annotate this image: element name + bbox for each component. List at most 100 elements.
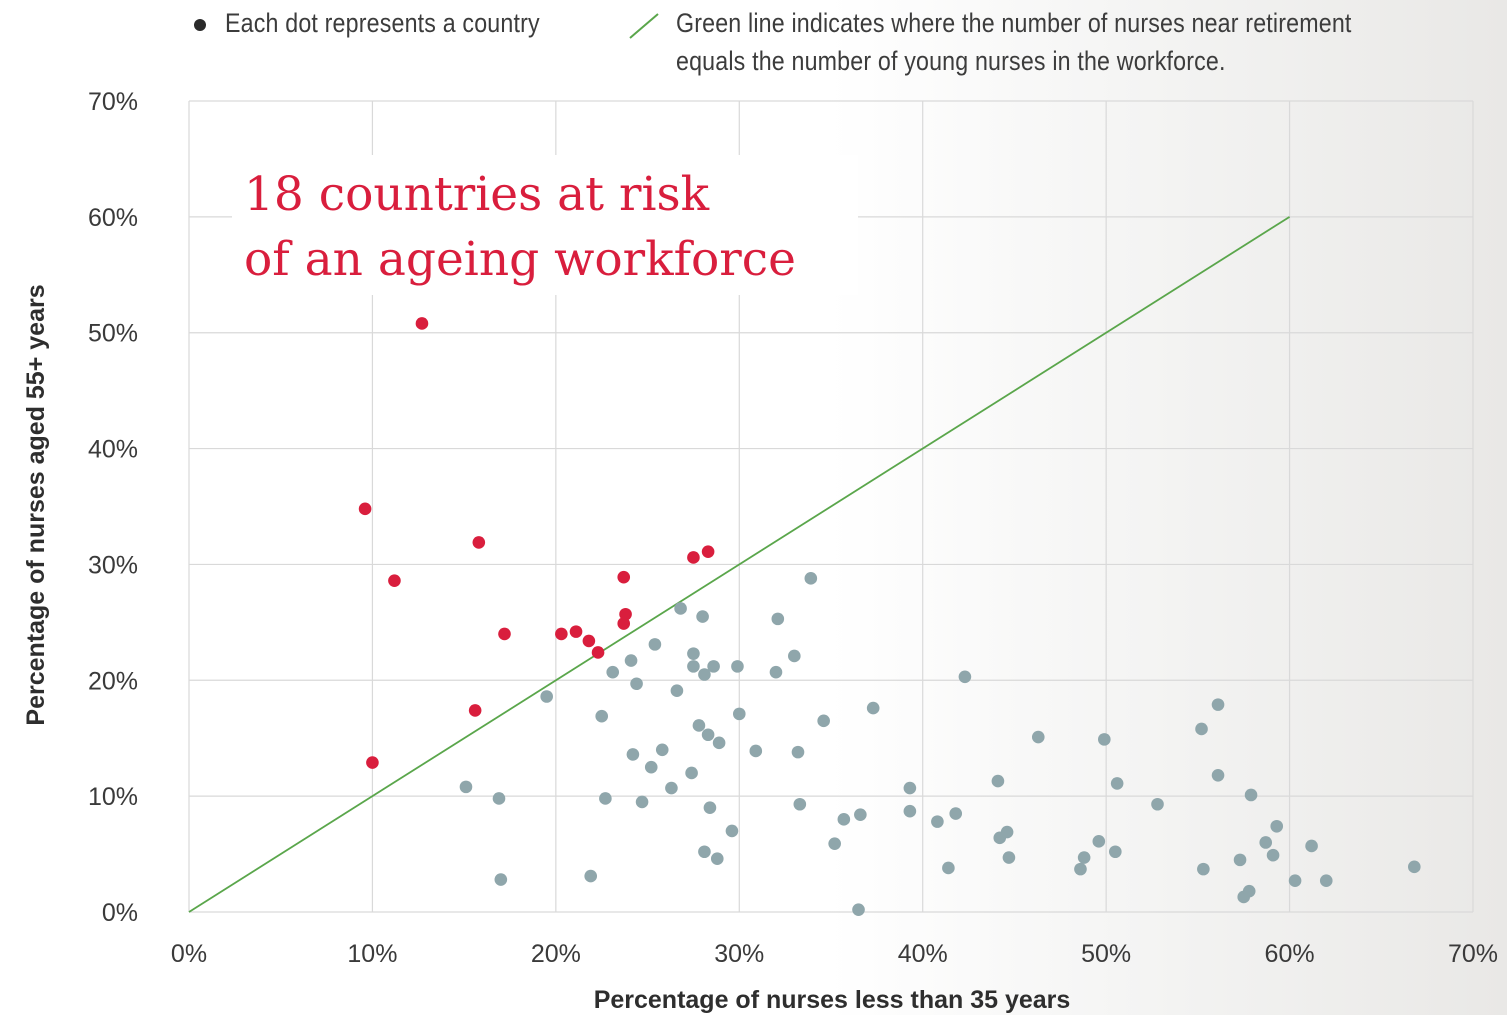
country-point <box>1031 730 1045 744</box>
at-risk-country-point <box>498 627 511 641</box>
country-point <box>804 572 818 585</box>
country-point <box>1074 862 1087 876</box>
at-risk-country-point <box>555 627 568 641</box>
country-point <box>731 660 744 673</box>
x-tick-label: 10% <box>347 940 397 968</box>
country-point <box>769 665 783 679</box>
country-point <box>903 804 917 818</box>
country-point <box>492 792 506 805</box>
country-point <box>630 677 643 691</box>
country-point <box>931 815 944 828</box>
country-point <box>648 638 662 651</box>
at-risk-country-point <box>366 756 379 769</box>
y-tick-label: 70% <box>88 88 138 116</box>
reference-line-layer <box>188 216 1291 913</box>
country-point <box>1109 845 1122 859</box>
x-tick-label: 40% <box>898 940 948 968</box>
annotation-background <box>232 155 858 295</box>
country-point <box>1408 860 1421 874</box>
x-tick-label: 50% <box>1081 940 1131 968</box>
country-point <box>692 719 706 732</box>
country-point <box>1266 848 1280 862</box>
country-point <box>1151 797 1164 811</box>
x-tick-label: 20% <box>531 940 581 968</box>
x-tick-label: 70% <box>1448 940 1498 968</box>
data-points <box>358 317 1421 916</box>
at-risk-country-point <box>472 536 486 549</box>
country-point <box>670 684 684 698</box>
country-point <box>949 807 963 820</box>
country-point <box>852 903 865 916</box>
country-point <box>1270 819 1284 833</box>
country-point <box>696 610 709 623</box>
country-point <box>828 837 841 850</box>
country-point <box>703 801 717 815</box>
country-point <box>725 824 739 838</box>
country-point <box>626 748 640 761</box>
country-point <box>1197 862 1210 876</box>
country-point <box>1233 853 1247 867</box>
y-tick-label: 10% <box>88 783 138 811</box>
annotation-line-2: of an ageing workforce <box>244 232 796 287</box>
country-point <box>701 728 715 742</box>
country-point <box>635 795 649 809</box>
country-point <box>707 660 720 673</box>
country-point <box>958 670 972 684</box>
country-point <box>942 861 955 875</box>
country-point <box>595 709 609 723</box>
country-point <box>685 766 698 780</box>
legend-dot-marker <box>194 19 206 31</box>
country-point <box>817 714 830 728</box>
legend-dot-label: Each dot represents a country <box>225 8 540 38</box>
country-point <box>624 654 638 667</box>
country-point <box>687 660 700 673</box>
country-point <box>698 668 711 681</box>
country-point <box>540 690 553 703</box>
country-point <box>1110 777 1124 790</box>
country-point <box>1195 722 1208 736</box>
country-point <box>788 649 801 663</box>
at-risk-country-point <box>619 607 632 621</box>
at-risk-country-point <box>358 502 372 516</box>
legend-line-label-1: Green line indicates where the number of… <box>676 8 1352 38</box>
x-tick-label: 0% <box>171 940 207 968</box>
country-point <box>674 602 687 615</box>
country-point <box>655 743 669 757</box>
legend-line-marker <box>629 13 659 39</box>
country-point <box>644 760 658 774</box>
y-tick-label: 40% <box>88 436 138 464</box>
country-point <box>1098 733 1111 746</box>
country-point <box>1092 835 1106 848</box>
country-point <box>1211 698 1225 711</box>
country-point <box>837 813 851 826</box>
country-point <box>599 792 612 805</box>
at-risk-country-point <box>591 646 605 659</box>
y-tick-label: 20% <box>88 667 138 695</box>
at-risk-country-point <box>388 574 401 587</box>
y-tick-label: 60% <box>88 204 138 232</box>
country-point <box>712 736 726 750</box>
country-point <box>1002 851 1016 864</box>
legend-line-label-2: equals the number of young nurses in the… <box>676 46 1226 76</box>
country-point <box>991 774 1005 788</box>
country-point <box>1077 851 1091 864</box>
country-point <box>1305 839 1318 853</box>
y-tick-label: 0% <box>102 899 138 927</box>
country-point <box>1244 788 1258 802</box>
at-risk-country-point <box>415 317 429 330</box>
country-point <box>687 647 700 660</box>
parity-reference-line <box>188 216 1291 913</box>
at-risk-country-point <box>687 551 700 564</box>
country-point <box>793 797 807 811</box>
country-point <box>606 665 620 679</box>
country-point <box>698 845 711 859</box>
x-tick-label: 60% <box>1265 940 1315 968</box>
country-point <box>771 612 785 626</box>
at-risk-country-point <box>468 704 482 717</box>
x-axis-title: Percentage of nurses less than 35 years <box>594 986 1071 1014</box>
country-point <box>1319 874 1333 888</box>
country-point <box>854 808 867 821</box>
at-risk-country-point <box>701 545 715 558</box>
